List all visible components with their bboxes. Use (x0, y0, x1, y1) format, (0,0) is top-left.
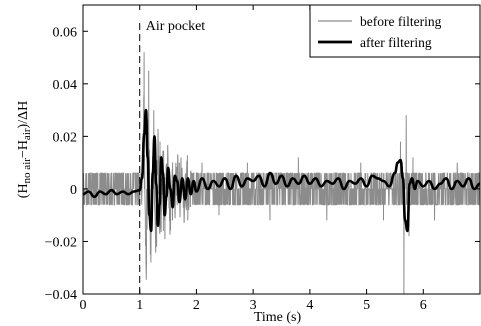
y-tick-label: 0.04 (53, 78, 78, 93)
y-tick-label: 0 (70, 183, 77, 198)
y-axis-label-part: )/ΔH (16, 101, 31, 129)
y-tick-label: −0.04 (45, 288, 77, 303)
y-tick-label: 0.06 (53, 25, 78, 40)
x-tick-label: 1 (136, 298, 143, 313)
legend-label-before-filtering: before filtering (360, 14, 442, 29)
ticks-layer: 0 1 2 3 4 5 6 −0.04 −0.02 0 0.02 0.04 0.06 (45, 5, 480, 313)
air-pocket-annotation: Air pocket (146, 19, 206, 34)
y-axis-label-part: (H (16, 183, 31, 198)
series-after-filtering (83, 108, 480, 233)
x-tick-label: 4 (306, 298, 313, 313)
x-tick-label: 3 (250, 298, 257, 313)
legend: before filtering after filtering (309, 4, 481, 58)
y-axis-label-part: −H (16, 140, 31, 158)
y-axis-label: (Hno air−Hair)/ΔH (16, 101, 33, 198)
x-tick-label: 2 (193, 298, 200, 313)
x-tick-label: 6 (420, 298, 427, 313)
y-axis-label-subscript: no air (21, 158, 33, 184)
legend-label-after-filtering: after filtering (360, 35, 432, 50)
axes-frame (82, 4, 481, 295)
y-axis-label-subscript: air (21, 128, 33, 140)
x-axis-label: Time (s) (254, 310, 302, 325)
y-tick-label: 0.02 (53, 130, 78, 145)
legend-box (309, 4, 481, 58)
y-tick-label: −0.02 (45, 235, 77, 250)
x-tick-label: 0 (80, 298, 87, 313)
x-tick-label: 5 (363, 298, 370, 313)
series-layer (83, 52, 480, 294)
